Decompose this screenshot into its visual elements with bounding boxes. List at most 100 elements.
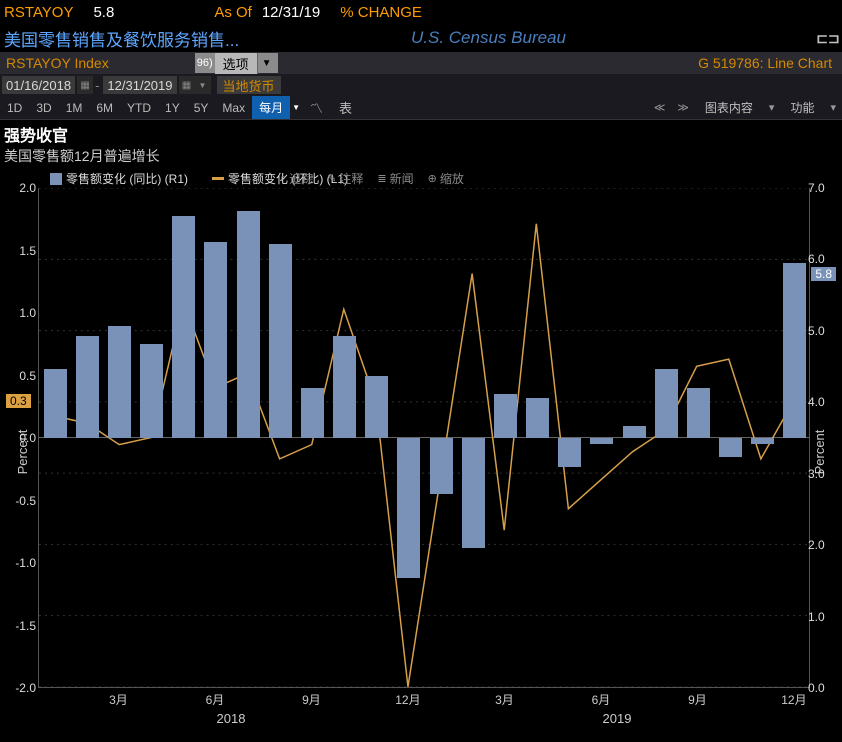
bar[interactable] xyxy=(204,242,227,438)
bar[interactable] xyxy=(687,388,710,438)
bar[interactable] xyxy=(140,344,163,438)
title-bar: 美国零售销售及餐饮服务销售... U.S. Census Bureau ⊏⊐ xyxy=(0,24,842,52)
nav-next-icon[interactable]: ≫ xyxy=(671,101,695,114)
functions-menu[interactable]: 功能 xyxy=(780,96,824,119)
date-bar: 01/16/2018 ▦ - 12/31/2019 ▦ ▼ 当地货币 xyxy=(0,74,842,96)
x-year-label: 2018 xyxy=(217,711,246,726)
range-bar: 1D3D1M6MYTD1Y5YMax 每月 ▼ 〽 表 ≪ ≫ 图表内容 ▾ 功… xyxy=(0,96,842,120)
bar[interactable] xyxy=(44,369,67,438)
bar[interactable] xyxy=(590,438,613,444)
x-tick: 9月 xyxy=(302,691,321,708)
bar[interactable] xyxy=(526,398,549,438)
calendar-icon[interactable]: ▦ xyxy=(179,76,195,94)
bar[interactable] xyxy=(269,244,292,438)
y-tick-left: -1.0 xyxy=(12,556,36,570)
bar[interactable] xyxy=(108,326,131,439)
bar[interactable] xyxy=(783,263,806,438)
y-tick-right: 4.0 xyxy=(808,395,832,409)
chart-titles: 强势收官 美国零售额12月普遍增长 xyxy=(0,120,842,166)
bar[interactable] xyxy=(301,388,324,438)
chart-toolbar: ⌕追踪 ✎注释 ≣新闻 ⊕缩放 xyxy=(280,170,464,187)
bar[interactable] xyxy=(462,438,485,548)
toolbar-缩放-button[interactable]: ⊕缩放 xyxy=(428,170,464,187)
logo-icon: ⊏⊐ xyxy=(818,28,838,48)
ticker-value: 5.8 xyxy=(93,4,114,21)
chevron-down-icon[interactable]: ▾ xyxy=(824,101,842,114)
date-to-input[interactable]: 12/31/2019 xyxy=(103,76,176,94)
y-tick-left: 0.5 xyxy=(12,369,36,383)
bar[interactable] xyxy=(365,376,388,439)
y-tick-left: -0.5 xyxy=(12,494,36,508)
chart-title: 强势收官 xyxy=(4,122,838,146)
range-ytd-button[interactable]: YTD xyxy=(120,98,158,118)
bar[interactable] xyxy=(558,438,581,467)
range-1d-button[interactable]: 1D xyxy=(0,98,29,118)
table-button[interactable]: 表 xyxy=(331,95,360,120)
bar[interactable] xyxy=(172,216,195,439)
y-tick-right: 5.0 xyxy=(808,324,832,338)
y-tick-left: 0.0 xyxy=(12,431,36,445)
plot-area[interactable] xyxy=(38,188,810,688)
index-name: RSTAYOY Index xyxy=(0,55,115,71)
chevron-down-icon[interactable]: ▼ xyxy=(195,76,211,94)
legend-swatch xyxy=(212,177,224,180)
bar[interactable] xyxy=(430,438,453,494)
legend-swatch xyxy=(50,173,62,185)
chevron-down-icon[interactable]: ▾ xyxy=(763,101,781,114)
left-axis-callout: 0.3 xyxy=(6,394,31,408)
toolbar-新闻-button[interactable]: ≣新闻 xyxy=(377,170,413,187)
pct-change-label: % CHANGE xyxy=(340,4,422,21)
bar[interactable] xyxy=(494,394,517,438)
top-bar: RSTAYOY 5.8 As Of 12/31/19 % CHANGE xyxy=(0,0,842,24)
chart-area: 零售额变化 (同比) (R1)零售额变化 (环比) (L1) ⌕追踪✎注释≣新闻… xyxy=(0,166,842,738)
options-button[interactable]: 96) 选项 ▼ xyxy=(195,53,278,73)
bar[interactable] xyxy=(655,369,678,438)
right-axis-callout: 5.8 xyxy=(811,267,836,281)
nav-prev-icon[interactable]: ≪ xyxy=(648,101,672,114)
y-tick-right: 2.0 xyxy=(808,538,832,552)
x-tick: 6月 xyxy=(592,691,611,708)
y-tick-left: 2.0 xyxy=(12,181,36,195)
legend-item[interactable]: 零售额变化 (同比) (R1) xyxy=(50,170,188,187)
toolbar-追踪-button[interactable]: ⌕追踪 xyxy=(280,170,313,187)
range-3d-button[interactable]: 3D xyxy=(29,98,58,118)
as-of-date: 12/31/19 xyxy=(262,4,320,21)
bar[interactable] xyxy=(751,438,774,444)
y-tick-left: 1.0 xyxy=(12,306,36,320)
bar[interactable] xyxy=(333,336,356,439)
date-from-input[interactable]: 01/16/2018 xyxy=(2,76,75,94)
bar[interactable] xyxy=(719,438,742,457)
chart-type-icon[interactable]: 〽 xyxy=(302,95,331,120)
x-tick: 12月 xyxy=(781,691,806,708)
bar[interactable] xyxy=(397,438,420,578)
range-6m-button[interactable]: 6M xyxy=(89,98,120,118)
y-tick-right: 0.0 xyxy=(808,681,832,695)
chart-id-label: G 519786: Line Chart xyxy=(698,55,842,71)
range-max-button[interactable]: Max xyxy=(215,98,252,118)
series-title: 美国零售销售及餐饮服务销售... xyxy=(4,26,411,51)
x-tick: 6月 xyxy=(206,691,225,708)
y-tick-left: -2.0 xyxy=(12,681,36,695)
index-bar: RSTAYOY Index 96) 选项 ▼ G 519786: Line Ch… xyxy=(0,52,842,74)
currency-select[interactable]: 当地货币 xyxy=(217,76,281,94)
chevron-down-icon: ▼ xyxy=(258,58,276,69)
bar[interactable] xyxy=(623,426,646,439)
toolbar-注释-button[interactable]: ✎注释 xyxy=(327,170,363,187)
chart-subtitle: 美国零售额12月普遍增长 xyxy=(4,146,838,166)
chevron-down-icon[interactable]: ▼ xyxy=(290,100,302,115)
calendar-icon[interactable]: ▦ xyxy=(77,76,93,94)
range-monthly-button[interactable]: 每月 xyxy=(252,96,290,119)
range-1y-button[interactable]: 1Y xyxy=(158,98,187,118)
y-tick-right: 1.0 xyxy=(808,610,832,624)
bar[interactable] xyxy=(76,336,99,439)
chart-content-menu[interactable]: 图表内容 xyxy=(695,96,763,119)
source-label: U.S. Census Bureau xyxy=(411,28,818,48)
x-year-label: 2019 xyxy=(603,711,632,726)
y-tick-left: 1.5 xyxy=(12,244,36,258)
bar[interactable] xyxy=(237,211,260,439)
range-1m-button[interactable]: 1M xyxy=(59,98,90,118)
y-tick-right: 7.0 xyxy=(808,181,832,195)
range-5y-button[interactable]: 5Y xyxy=(187,98,216,118)
x-tick: 3月 xyxy=(109,691,128,708)
y-tick-left: -1.5 xyxy=(12,619,36,633)
